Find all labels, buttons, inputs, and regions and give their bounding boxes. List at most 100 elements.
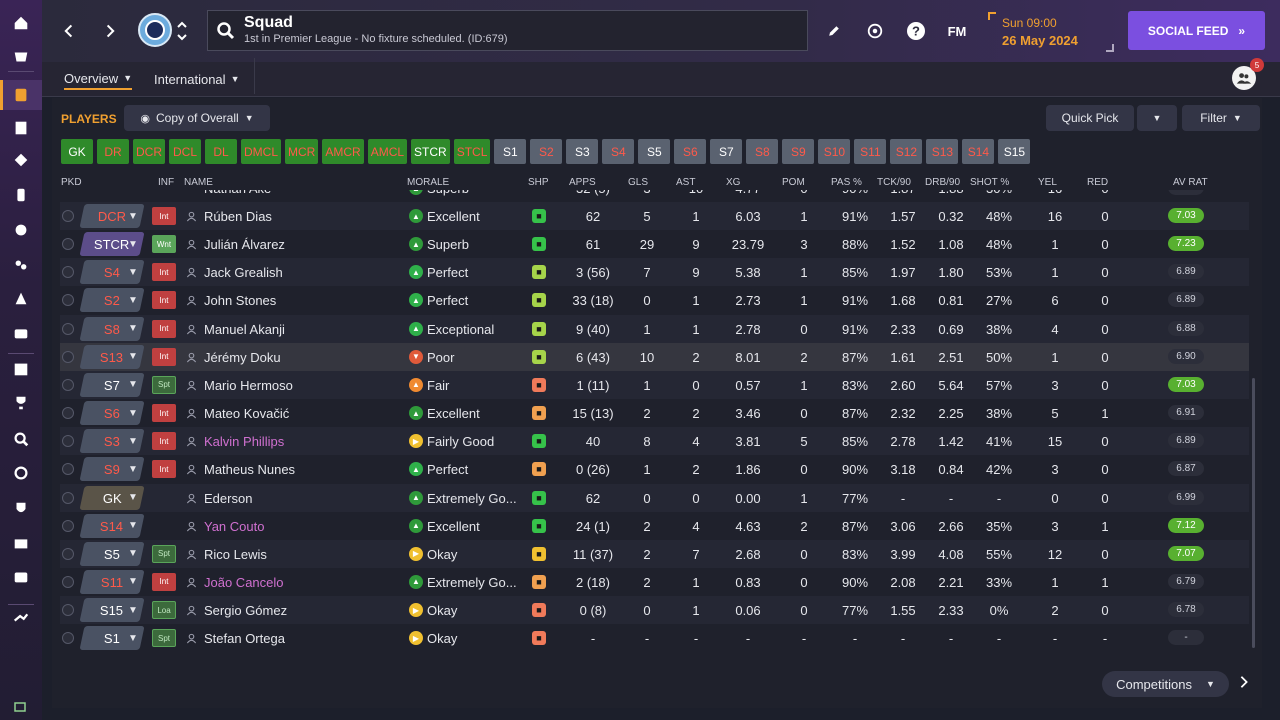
page-title-box[interactable]: Squad 1st in Premier League - No fixture… (207, 10, 808, 51)
chevron-down-icon[interactable]: ▼ (128, 548, 138, 560)
pick-checkbox[interactable] (62, 350, 74, 363)
position-chip-dcl[interactable]: DCL (169, 139, 201, 164)
table-row[interactable]: S11 ▼ Int João Cancelo ▲ Extremely Go... ■ 2 (1… (60, 568, 1249, 596)
position-chip-gk[interactable]: GK (61, 139, 93, 164)
position-chip-s2[interactable]: S2 (530, 139, 563, 164)
quick-pick-dropdown[interactable]: ▼ (1137, 105, 1177, 131)
column-header-av-rat[interactable]: AV RAT (1173, 177, 1208, 188)
chevron-down-icon[interactable]: ▼ (128, 294, 138, 306)
table-row[interactable]: S8 ▼ Int Manuel Akanji ▲ Exceptional ■ 9 (40) 1 1… (60, 314, 1249, 343)
pencil-icon[interactable] (823, 20, 845, 42)
column-header-gls[interactable]: GLS (628, 177, 649, 188)
pick-checkbox[interactable] (62, 378, 74, 391)
back-arrow-icon[interactable] (58, 20, 80, 42)
player-name[interactable]: Nathan Aké (204, 190, 271, 196)
player-name[interactable]: Stefan Ortega (204, 631, 285, 647)
player-name[interactable]: Mario Hermoso (204, 377, 293, 393)
position-chip-s6[interactable]: S6 (674, 139, 707, 164)
staff-icon[interactable] (0, 250, 42, 280)
position-chip-s1[interactable]: S1 (494, 139, 527, 164)
table-row[interactable]: GK ▼ Ederson ▲ Extremely Go... ■ 62 0 0 0.00 1 77% -… (60, 483, 1249, 512)
table-row[interactable]: S1 ▼ Spt Stefan Ortega ▶ Okay ■ - - - - - - - - - - - - (60, 624, 1249, 652)
pick-checkbox[interactable] (62, 407, 74, 420)
position-chip-dl[interactable]: DL (205, 139, 237, 164)
player-name[interactable]: Matheus Nunes (204, 462, 296, 478)
chevron-up-icon[interactable] (176, 19, 188, 31)
table-row[interactable]: S5 ▼ Spt Rico Lewis ▶ Okay ■ 11 (37) 2 7 2.68 0 83% 3… (60, 539, 1249, 568)
inbox-icon[interactable] (0, 42, 42, 72)
pick-checkbox[interactable] (62, 604, 74, 617)
tab-international[interactable]: International ▼ (154, 68, 239, 90)
chevron-down-icon[interactable]: ▼ (128, 266, 138, 278)
competitions-button[interactable]: Competitions ▼ (1102, 671, 1229, 697)
squad-icon[interactable] (0, 80, 42, 110)
player-name[interactable]: João Cancelo (204, 574, 284, 590)
position-chip-s11[interactable]: S11 (854, 139, 887, 164)
player-name[interactable]: Jack Grealish (204, 265, 283, 281)
player-name[interactable]: Ederson (204, 490, 253, 506)
column-header-tck-90[interactable]: TCK/90 (877, 177, 911, 188)
view-selector[interactable]: ◉ Copy of Overall ▼ (124, 105, 270, 131)
table-row[interactable]: S15 ▼ Loa Sergio Gómez ▶ Okay ■ 0 (8) 0 1 0.06 0 77%… (60, 596, 1249, 625)
transfers-icon[interactable] (0, 458, 42, 488)
search-icon[interactable] (216, 21, 236, 41)
chevron-down-icon[interactable]: ▼ (128, 435, 138, 447)
pick-checkbox[interactable] (62, 294, 74, 307)
chevron-down-icon[interactable]: ▼ (128, 576, 138, 588)
position-chip-stcr[interactable]: STCR (411, 139, 450, 164)
position-chip-s8[interactable]: S8 (746, 139, 779, 164)
player-name[interactable]: Rúben Dias (204, 209, 272, 224)
column-header-red[interactable]: RED (1087, 177, 1109, 188)
player-name[interactable]: Rico Lewis (204, 546, 267, 562)
column-header-drb-90[interactable]: DRB/90 (925, 177, 961, 188)
position-chip-s12[interactable]: S12 (890, 139, 923, 164)
table-row[interactable]: DCR ▼ Int Rúben Dias ▲ Excellent ■ 62 5 1 6.03 1 91%… (60, 202, 1249, 230)
player-name[interactable]: Kalvin Phillips (204, 434, 285, 450)
chevron-down-icon[interactable]: ▼ (128, 463, 138, 475)
pick-checkbox[interactable] (62, 547, 74, 560)
player-name[interactable]: Sergio Gómez (204, 603, 288, 619)
fm-logo[interactable]: FM (947, 23, 967, 39)
column-header-shot-[interactable]: SHOT % (970, 177, 1010, 188)
table-row[interactable]: S2 ▼ Int John Stones ▲ Perfect ■ 33 (18) 0 1 2.73 1… (60, 286, 1249, 314)
position-chip-s7[interactable]: S7 (710, 139, 743, 164)
column-header-ast[interactable]: AST (676, 177, 696, 188)
pick-checkbox[interactable] (62, 519, 74, 532)
chevron-down-icon[interactable]: ▼ (128, 407, 138, 419)
column-header-name[interactable]: NAME (184, 177, 213, 188)
position-chip-s9[interactable]: S9 (782, 139, 815, 164)
table-row[interactable]: Nathan Aké Superb ▲ 32 (5) 3 10 4.77 0 90% 1.87 1.… (60, 190, 1249, 202)
chevron-down-icon[interactable]: ▼ (128, 210, 138, 222)
data-hub-icon[interactable] (0, 145, 42, 175)
position-chip-amcl[interactable]: AMCL (367, 139, 408, 164)
player-name[interactable]: Manuel Akanji (204, 321, 285, 337)
column-header-morale[interactable]: MORALE (407, 177, 450, 188)
position-chip-s4[interactable]: S4 (602, 139, 635, 164)
date-display[interactable]: Sun 09:00 26 May 2024 (988, 12, 1114, 52)
position-chip-mcr[interactable]: MCR (285, 139, 319, 164)
dynamics-icon[interactable] (0, 283, 42, 313)
pick-checkbox[interactable] (62, 210, 74, 222)
position-chip-s3[interactable]: S3 (566, 139, 599, 164)
column-header-pom[interactable]: POM (782, 177, 805, 188)
table-row[interactable]: S9 ▼ Int Matheus Nunes ▲ Perfect ■ 0 (26) 1 2 1.86… (60, 455, 1249, 483)
player-name[interactable]: John Stones (204, 293, 277, 309)
column-header-pas-[interactable]: PAS % (831, 177, 862, 188)
position-chip-s15[interactable]: S15 (998, 139, 1031, 164)
table-row[interactable]: S6 ▼ Int Mateo Kovačić ▲ Excellent ■ 15 (13) 2 2 3… (60, 399, 1249, 427)
pick-checkbox[interactable] (62, 435, 74, 448)
position-chip-dmcl[interactable]: DMCL (241, 139, 282, 164)
player-name[interactable]: Julián Álvarez (204, 237, 285, 253)
chevron-down-icon[interactable]: ▼ (128, 520, 138, 532)
club-info-icon[interactable] (0, 318, 42, 348)
pick-checkbox[interactable] (62, 491, 74, 504)
football-icon[interactable] (864, 20, 886, 42)
competitions-icon[interactable] (0, 388, 42, 418)
table-row[interactable]: S4 ▼ Int Jack Grealish ▲ Perfect ■ 3 (56) 7 9 5.38… (60, 258, 1249, 287)
player-name[interactable]: Mateo Kovačić (204, 406, 290, 422)
position-chip-amcr[interactable]: AMCR (322, 139, 364, 164)
chevron-down-icon[interactable]: ▼ (128, 632, 138, 644)
schedule-icon[interactable] (0, 354, 42, 384)
chevron-right-icon[interactable] (1237, 674, 1253, 692)
pick-checkbox[interactable] (62, 463, 74, 476)
